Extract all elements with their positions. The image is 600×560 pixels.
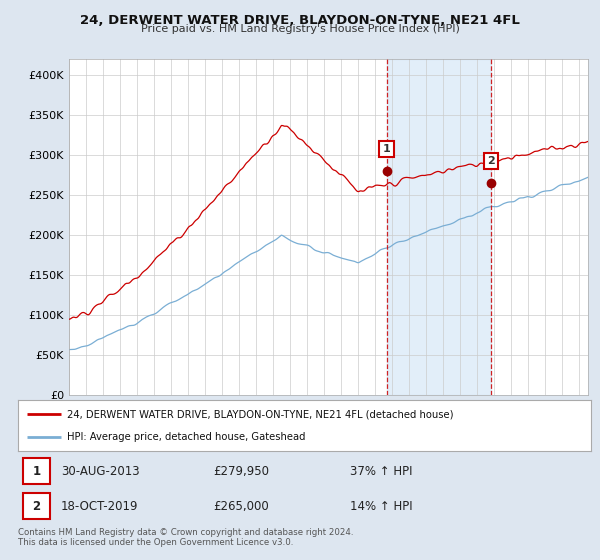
- Text: 1: 1: [383, 144, 391, 154]
- Bar: [386, 59, 491, 395]
- Text: 14% ↑ HPI: 14% ↑ HPI: [350, 500, 413, 512]
- Text: 1: 1: [32, 465, 40, 478]
- FancyBboxPatch shape: [23, 493, 50, 520]
- Text: £265,000: £265,000: [213, 500, 269, 512]
- Text: 24, DERWENT WATER DRIVE, BLAYDON-ON-TYNE, NE21 4FL: 24, DERWENT WATER DRIVE, BLAYDON-ON-TYNE…: [80, 14, 520, 27]
- Text: £279,950: £279,950: [213, 465, 269, 478]
- Text: 2: 2: [32, 500, 40, 512]
- Text: HPI: Average price, detached house, Gateshead: HPI: Average price, detached house, Gate…: [67, 432, 305, 442]
- Text: 2: 2: [487, 156, 495, 166]
- Text: Contains HM Land Registry data © Crown copyright and database right 2024.
This d: Contains HM Land Registry data © Crown c…: [18, 528, 353, 547]
- Text: 24, DERWENT WATER DRIVE, BLAYDON-ON-TYNE, NE21 4FL (detached house): 24, DERWENT WATER DRIVE, BLAYDON-ON-TYNE…: [67, 409, 453, 419]
- Text: 37% ↑ HPI: 37% ↑ HPI: [350, 465, 413, 478]
- Text: 18-OCT-2019: 18-OCT-2019: [61, 500, 139, 512]
- Text: 30-AUG-2013: 30-AUG-2013: [61, 465, 140, 478]
- FancyBboxPatch shape: [23, 458, 50, 484]
- Text: Price paid vs. HM Land Registry's House Price Index (HPI): Price paid vs. HM Land Registry's House …: [140, 24, 460, 34]
